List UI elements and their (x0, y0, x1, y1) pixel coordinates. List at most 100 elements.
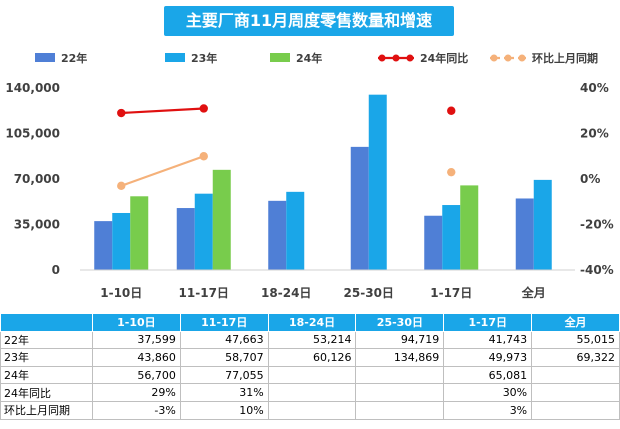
table-cell: 69,322 (531, 348, 620, 367)
row-label: 23年 (0, 348, 93, 367)
bar (368, 94, 387, 270)
table-cell: 10% (179, 400, 269, 420)
bars (94, 94, 552, 270)
category-label: 1-17日 (430, 286, 472, 300)
left-tick-label: 105,000 (5, 127, 60, 141)
table-row: 22年 37,599 47,663 53,214 94,719 41,743 55,015 (0, 330, 620, 350)
table-header-cell: 18-24日 (267, 313, 357, 332)
bar (176, 208, 195, 270)
table-cell: 94,719 (355, 330, 445, 350)
table-row: 24年同比 29% 31% 30% (0, 383, 620, 402)
chart-area: 22年 23年 24年 24年同比 环比上月同期 0 35,000 70,000 105,00… (5, 51, 614, 300)
bar (424, 215, 443, 270)
table-cell: 37,599 (92, 330, 181, 350)
legend-swatch (35, 53, 55, 62)
table-cell (355, 400, 445, 420)
line-point (199, 152, 208, 161)
table-cell: 30% (443, 383, 533, 402)
right-tick-label: 20% (580, 127, 609, 141)
table-cell (531, 383, 620, 402)
legend-label: 23年 (191, 51, 217, 65)
legend-label: 22年 (61, 51, 87, 65)
line-point (447, 106, 456, 115)
left-tick-label: 35,000 (14, 218, 60, 232)
bar (460, 185, 479, 270)
table-row: 23年 43,860 58,707 60,126 134,869 49,973 69,322 (0, 348, 620, 367)
table-cell: 29% (92, 383, 181, 402)
table-cell (267, 400, 357, 420)
category-label: 11-17日 (179, 286, 229, 300)
row-label: 24年同比 (0, 383, 93, 402)
legend-marker (490, 54, 498, 62)
bar (442, 205, 461, 270)
table-header-cell: 1-17日 (443, 313, 533, 332)
table-cell: 134,869 (355, 348, 445, 367)
line-point (199, 104, 208, 113)
table-cell: 3% (443, 400, 533, 420)
line-point (117, 181, 126, 191)
legend-swatch (270, 53, 290, 62)
table-cell (531, 400, 620, 420)
legend-marker (392, 54, 400, 62)
category-label: 1-10日 (100, 286, 142, 300)
table-cell: 58,707 (179, 348, 269, 367)
data-table: 1-10日 11-17日 18-24日 25-30日 1-17日 全月 22年 37,599 4… (0, 313, 620, 420)
series-line (121, 107, 204, 115)
table-cell: 60,126 (267, 348, 357, 367)
left-tick-label: 70,000 (14, 172, 60, 186)
table-cell: 53,214 (267, 330, 357, 350)
x-axis: 1-10日 11-17日 18-24日 25-30日 1-17日 全月 (80, 269, 575, 300)
right-tick-label: -20% (580, 218, 614, 232)
right-axis: -40% -20% 0% 20% 40% (580, 81, 614, 277)
left-tick-label: 140,000 (5, 81, 60, 95)
table-cell: 56,700 (92, 365, 181, 385)
left-axis: 0 35,000 70,000 105,000 140,000 (5, 81, 60, 277)
row-label: 环比上月同期 (0, 400, 93, 420)
bar (268, 200, 287, 270)
row-label: 24年 (0, 365, 93, 385)
bar (286, 191, 305, 270)
bar (212, 169, 231, 270)
table-header-row: 1-10日 11-17日 18-24日 25-30日 1-17日 全月 (0, 313, 620, 332)
category-label: 25-30日 (344, 286, 394, 300)
table-cell: 49,973 (443, 348, 533, 367)
bar (515, 198, 534, 270)
table-cell: -3% (92, 400, 181, 420)
table-cell: 41,743 (443, 330, 533, 350)
table-row: 环比上月同期 -3% 10% 3% (0, 400, 620, 420)
legend-marker (504, 54, 512, 62)
table-header-cell (0, 313, 93, 332)
bar (112, 212, 131, 270)
table-header-cell: 全月 (531, 313, 620, 332)
right-tick-label: 0% (580, 172, 600, 186)
category-label: 全月 (521, 285, 546, 300)
bar (533, 179, 552, 270)
table-cell (355, 383, 445, 402)
table-cell: 55,015 (531, 330, 620, 350)
series-line (120, 155, 205, 187)
right-tick-label: -40% (580, 263, 614, 277)
table-row: 24年 56,700 77,055 65,081 (0, 365, 620, 385)
right-tick-label: 40% (580, 81, 609, 95)
table-cell (355, 365, 445, 385)
left-tick-label: 0 (52, 263, 60, 277)
table-cell (531, 365, 620, 385)
row-label: 22年 (0, 330, 93, 350)
legend: 22年 23年 24年 24年同比 环比上月同期 (35, 51, 598, 65)
lines (117, 104, 456, 191)
legend-marker (406, 54, 414, 62)
legend-marker (518, 54, 526, 62)
legend-swatch (165, 53, 185, 62)
table-cell (267, 383, 357, 402)
table-cell: 77,055 (179, 365, 269, 385)
table-header-cell: 11-17日 (179, 313, 269, 332)
bar (194, 193, 213, 270)
line-point (447, 167, 456, 177)
bar (94, 221, 113, 270)
table-cell (267, 365, 357, 385)
chart-title: 主要厂商11月周度零售数量和增速 (164, 6, 454, 36)
bar (130, 196, 149, 270)
table-cell: 31% (179, 383, 269, 402)
legend-label: 24年同比 (420, 51, 468, 65)
table-cell: 43,860 (92, 348, 181, 367)
